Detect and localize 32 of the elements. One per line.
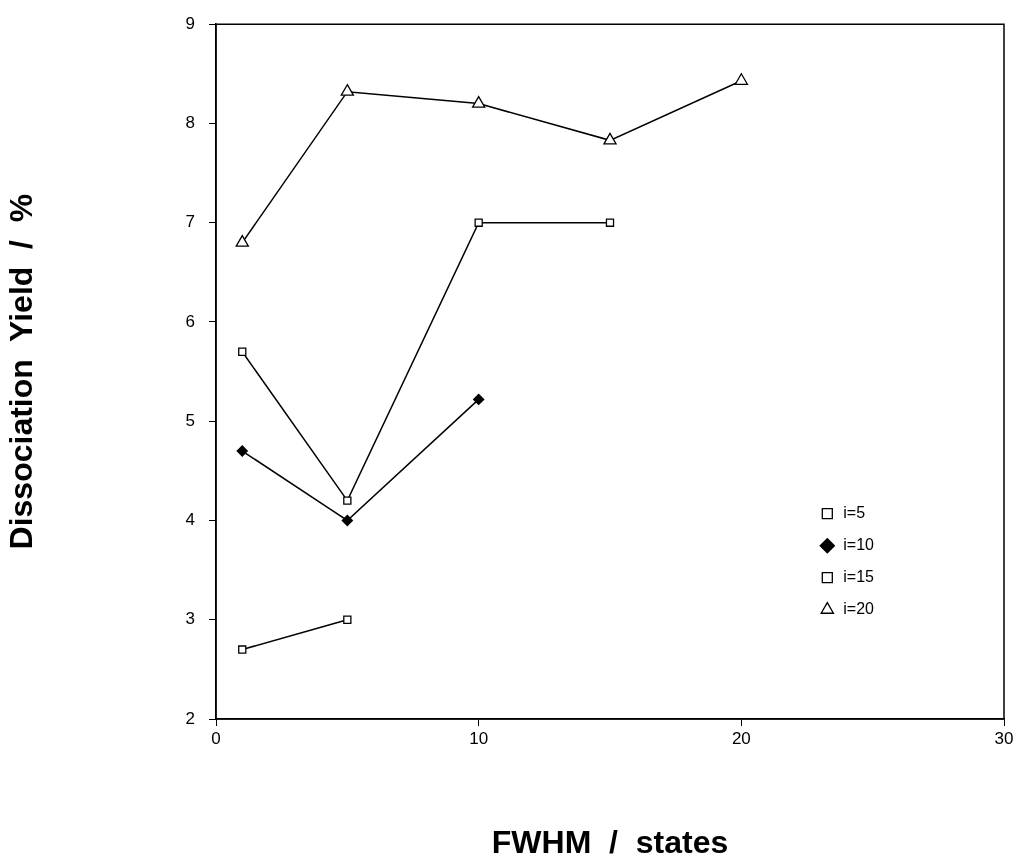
y-tick-label: 2 — [185, 708, 195, 728]
y-tick-label: 3 — [185, 609, 195, 629]
x-axis-title: FWHM / states — [491, 823, 729, 860]
point — [473, 393, 485, 406]
x-tick-label: 10 — [469, 728, 489, 748]
point — [341, 514, 353, 527]
point — [238, 347, 247, 356]
point — [340, 84, 355, 96]
x-tick-label: 30 — [994, 728, 1014, 748]
x-tick-label: 0 — [211, 728, 221, 748]
y-axis-title: Dissociation Yield / % — [3, 193, 40, 550]
point — [343, 615, 352, 624]
y-tick-label: 9 — [185, 13, 195, 33]
legend-label: i=20 — [843, 600, 875, 618]
y-tick-label: 6 — [185, 311, 195, 331]
legend-label: i=5 — [843, 504, 866, 522]
y-tick-label: 8 — [185, 113, 195, 133]
point — [603, 132, 617, 145]
point — [343, 496, 352, 505]
legend-label: i=10 — [843, 536, 875, 554]
legend-label: i=15 — [843, 568, 875, 586]
y-tick-label: 4 — [185, 510, 195, 530]
point — [236, 445, 248, 457]
point — [238, 645, 247, 654]
point — [471, 95, 486, 108]
point — [734, 73, 749, 85]
point — [235, 234, 249, 247]
point — [474, 218, 483, 227]
point — [605, 218, 615, 227]
x-tick-label: 20 — [731, 728, 751, 748]
y-tick-label: 5 — [185, 410, 195, 430]
y-tick-label: 7 — [185, 212, 195, 232]
